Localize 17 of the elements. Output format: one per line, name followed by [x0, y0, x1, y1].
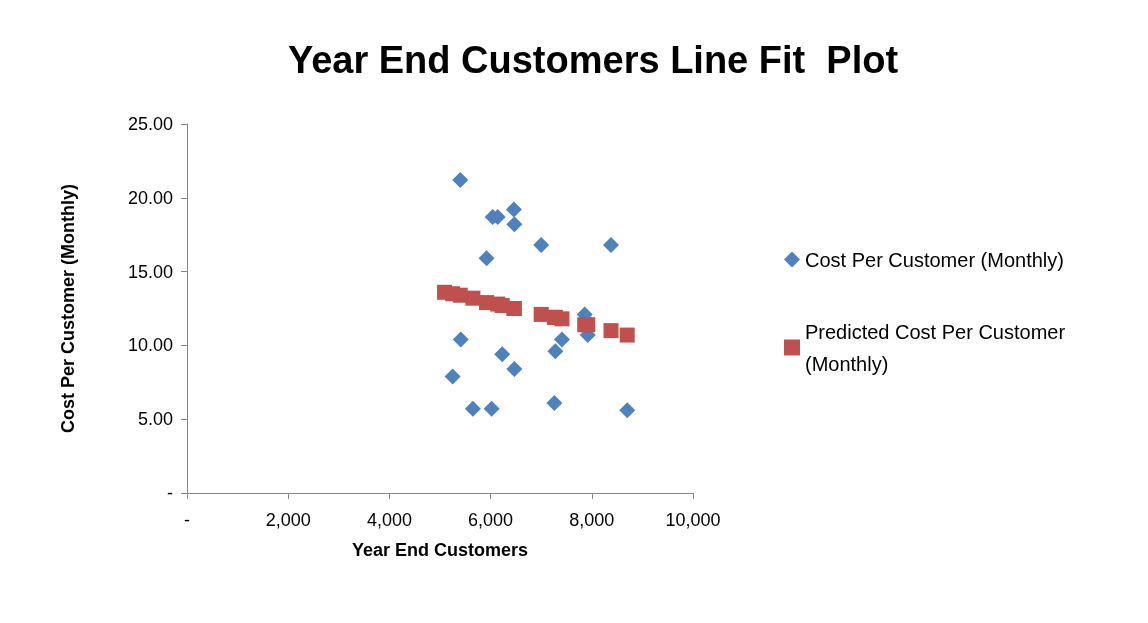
legend-label: Cost Per Customer (Monthly) — [805, 248, 1064, 271]
x-axis-title: Year End Customers — [351, 540, 529, 560]
chart-title: Year End Customers Line Fit Plot — [287, 39, 899, 81]
y-tick-label: 25.00 — [127, 114, 173, 134]
x-tick-label: 2,000 — [265, 510, 311, 530]
x-tick-label: 6,000 — [468, 510, 514, 530]
y-tick-label: 15.00 — [127, 261, 173, 282]
x-tick-label: 8,000 — [569, 510, 615, 530]
x-tick-label: 10,000 — [665, 510, 721, 530]
y-axis-title: Cost Per Customer (Monthly) — [58, 183, 78, 434]
x-tick-label: - — [184, 510, 190, 530]
legend-label: Predicted Cost Per Customer (Monthly) — [805, 320, 1071, 375]
x-tick-label: 4,000 — [366, 510, 412, 530]
y-tick-label: 10.00 — [127, 335, 173, 356]
y-tick-label: 20.00 — [127, 187, 173, 208]
y-tick-label: - — [167, 483, 173, 503]
y-tick-label: 5.00 — [137, 409, 173, 430]
